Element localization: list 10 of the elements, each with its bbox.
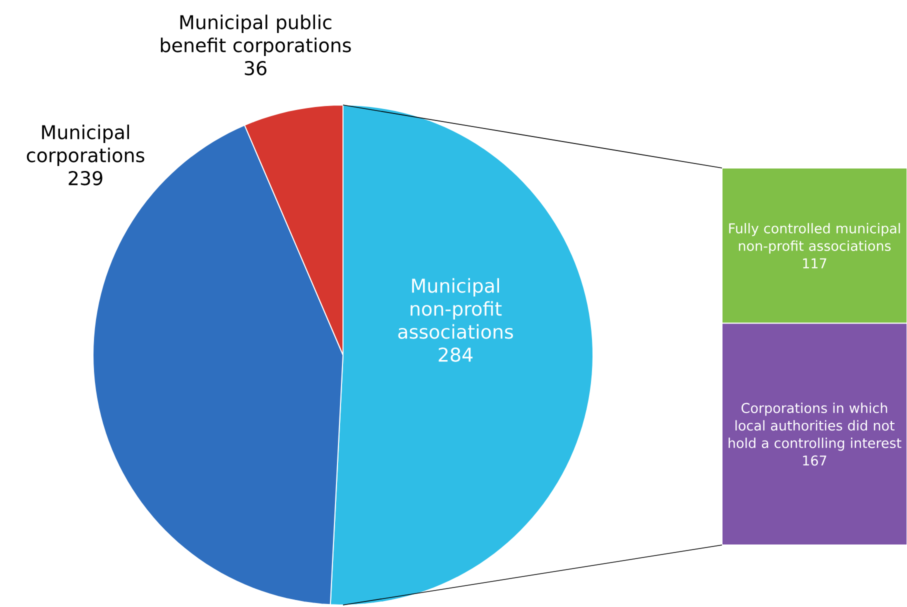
data-label: 167 [803,455,826,466]
data-label: 284 [438,347,473,362]
data-label: 239 [68,170,102,186]
data-label: 36 [244,60,266,76]
slice-label: Municipal public benefit corporations [160,14,351,56]
series-label: Corporations in which local authorities did not hold a controlling interest [728,402,902,451]
slice-label: Municipal corporations [26,124,144,166]
data-label: 117 [803,258,826,268]
series-label: Fully controlled municipal non-profit associations [729,223,900,254]
slice-label: Municipal non-profit associations [398,278,513,339]
